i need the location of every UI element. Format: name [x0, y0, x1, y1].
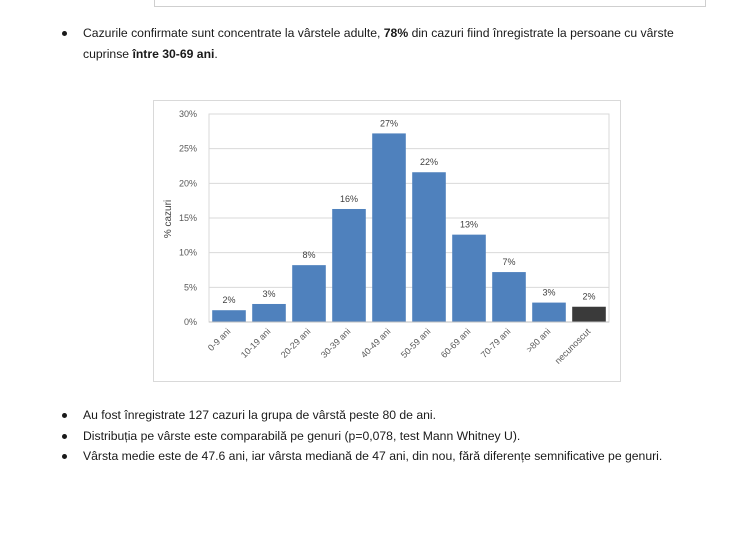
x-tick-label: 70-79 ani — [479, 326, 513, 360]
y-tick-label: 15% — [179, 213, 197, 223]
bullet-text: . — [214, 46, 218, 61]
bullet-list-top: Cazurile confirmate sunt concentrate la … — [62, 23, 712, 64]
bar-70-79-ani — [492, 272, 526, 322]
bullet-bold: 78% — [383, 26, 409, 40]
bullet-text: Vârsta medie este de 47.6 ani, iar vârst… — [83, 449, 663, 463]
y-tick-label: 30% — [179, 109, 197, 119]
bullet-text: din cazuri fiind înregistrate la persoan… — [83, 26, 674, 61]
chart-frame — [153, 100, 621, 382]
bullet-text: Cazurile confirmate sunt concentrate la … — [83, 26, 384, 40]
bar-50-59-ani — [412, 172, 446, 322]
data-label: 8% — [302, 250, 315, 260]
data-label: 7% — [502, 257, 515, 267]
data-label: 22% — [420, 157, 438, 167]
data-label: 3% — [262, 289, 275, 299]
data-label: 27% — [380, 118, 398, 128]
x-tick-label: >80 ani — [524, 326, 552, 354]
x-tick-label: 50-59 ani — [399, 326, 433, 360]
bar-necunoscut — [572, 306, 606, 322]
x-tick-label: necunoscut — [553, 326, 593, 366]
bullet-item: Vârsta medie este de 47.6 ani, iar vârst… — [62, 446, 712, 467]
y-tick-label: 5% — [184, 282, 197, 292]
y-tick-label: 20% — [179, 178, 197, 188]
bullet-text: Distribuția pe vârste este comparabilă p… — [83, 428, 521, 443]
y-tick-label: 25% — [179, 144, 197, 154]
bullet-text: Au fost înregistrate 127 cazuri la grupa… — [83, 408, 436, 422]
data-label: 13% — [460, 220, 478, 230]
data-label: 16% — [340, 194, 358, 204]
bullet-item: Distribuția pe vârste este comparabilă p… — [62, 426, 712, 447]
top-frame — [154, 0, 706, 7]
x-tick-label: 30-39 ani — [319, 326, 353, 360]
bullet-item: Au fost înregistrate 127 cazuri la grupa… — [62, 405, 712, 426]
bullet-item: Cazurile confirmate sunt concentrate la … — [62, 23, 712, 64]
x-tick-label: 60-69 ani — [439, 326, 473, 360]
data-label: 2% — [582, 292, 595, 302]
bullet-list-bottom: Au fost înregistrate 127 cazuri la grupa… — [62, 405, 712, 467]
x-tick-label: 0-9 ani — [206, 326, 233, 353]
x-tick-label: 20-29 ani — [279, 326, 313, 360]
y-tick-label: 10% — [179, 248, 197, 258]
y-tick-label: 0% — [184, 317, 197, 327]
bar-0-9-ani — [212, 310, 246, 322]
bar-60-69-ani — [452, 234, 486, 322]
bar-20-29-ani — [292, 265, 326, 322]
bar-80-ani — [532, 302, 566, 322]
data-label: 3% — [542, 288, 555, 298]
bar-10-19-ani — [252, 303, 286, 322]
x-tick-label: 10-19 ani — [239, 326, 273, 360]
bullet-bold: între 30-69 ani — [132, 46, 215, 61]
y-axis-title: % cazuri — [163, 200, 174, 238]
bar-30-39-ani — [332, 208, 366, 322]
x-tick-label: 40-49 ani — [359, 326, 393, 360]
bar-40-49-ani — [372, 133, 406, 322]
data-label: 2% — [222, 295, 235, 305]
